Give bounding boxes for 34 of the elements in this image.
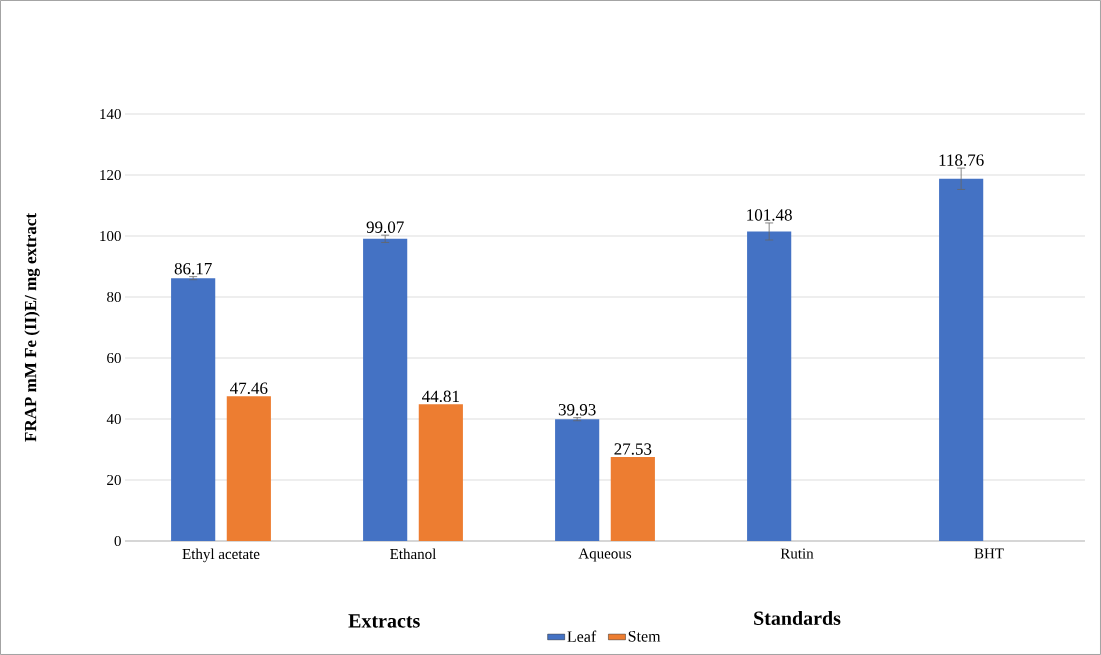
data-label: 101.48 [747,209,792,221]
data-label: 47.46 [230,382,268,395]
bar [555,419,600,541]
y-tick-label: 20 [107,474,121,486]
bar [747,231,792,541]
legend-label: Stem [628,630,661,642]
data-label: 39.93 [558,403,596,416]
y-tick-label: 80 [107,291,121,303]
text: Extracts [348,614,420,628]
data-label: 86.17 [174,262,212,275]
bar [171,278,216,541]
bar [418,404,463,541]
bar [939,178,984,541]
x-tick-label: Aqueous [578,548,632,562]
legend-label: Leaf [567,630,597,643]
y-tick-label: 60 [107,352,121,364]
y-tick-label: 40 [106,413,121,425]
data-label: 27.53 [614,443,652,455]
bar [226,396,271,541]
y-axis-title: FRAP mM Fe (II)E/ mg extract [24,213,40,442]
y-tick-label: 140 [100,108,121,120]
data-label: 44.81 [422,390,459,403]
y-tick-label: 0 [114,535,121,547]
data-label: 118.76 [939,154,984,166]
y-tick-label: 100 [100,230,121,242]
x-tick-label: Ethyl acetate [182,548,260,563]
x-tick-label: BHT [974,548,1004,559]
bar [610,457,655,541]
text: Standards [754,610,841,626]
data-label: 99.07 [366,221,404,233]
x-tick-label: Ethanol [390,548,437,560]
y-tick-label: 120 [100,169,121,181]
bar [363,238,408,541]
x-tick-label: Rutin [780,548,814,559]
